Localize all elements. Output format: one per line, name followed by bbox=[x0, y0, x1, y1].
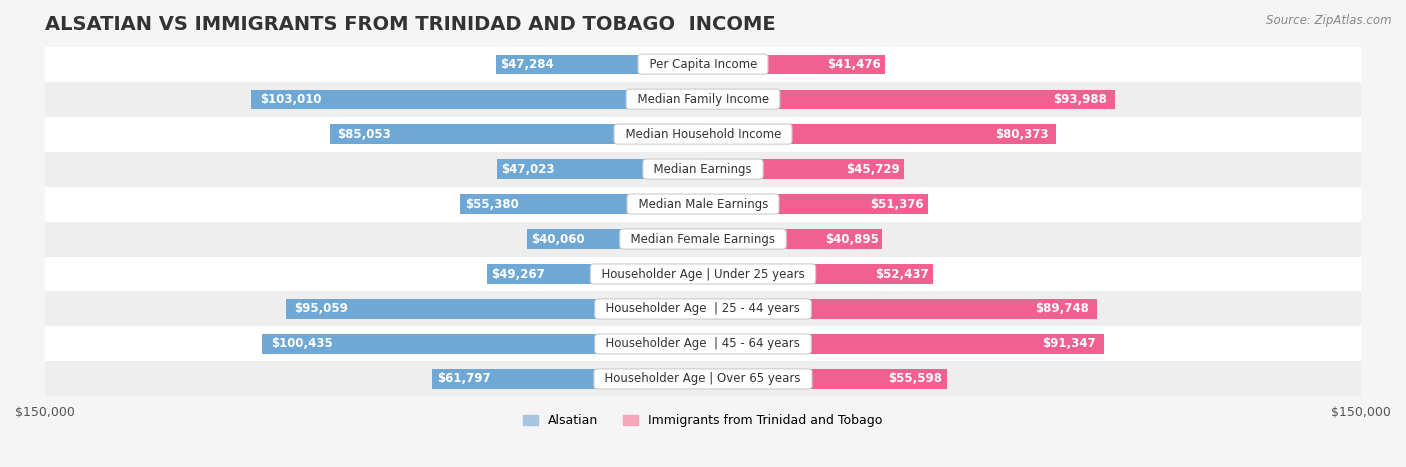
Bar bbox=[703, 334, 1104, 354]
Text: $55,380: $55,380 bbox=[465, 198, 519, 211]
Bar bbox=[527, 229, 703, 248]
Legend: Alsatian, Immigrants from Trinidad and Tobago: Alsatian, Immigrants from Trinidad and T… bbox=[519, 409, 887, 432]
Bar bbox=[703, 369, 946, 389]
Bar bbox=[703, 125, 1056, 144]
Text: $100,435: $100,435 bbox=[271, 338, 333, 350]
Text: Householder Age  | 45 - 64 years: Householder Age | 45 - 64 years bbox=[599, 338, 807, 350]
Bar bbox=[45, 152, 1361, 187]
Text: Householder Age | Over 65 years: Householder Age | Over 65 years bbox=[598, 372, 808, 385]
Bar bbox=[45, 47, 1361, 82]
Text: $103,010: $103,010 bbox=[260, 92, 322, 106]
Text: $95,059: $95,059 bbox=[294, 303, 349, 316]
Bar bbox=[703, 194, 928, 214]
Text: Median Male Earnings: Median Male Earnings bbox=[630, 198, 776, 211]
Bar bbox=[45, 117, 1361, 152]
Bar bbox=[495, 55, 703, 74]
Text: Householder Age | Under 25 years: Householder Age | Under 25 years bbox=[593, 268, 813, 281]
Bar bbox=[460, 194, 703, 214]
Bar bbox=[263, 334, 703, 354]
Text: $47,023: $47,023 bbox=[501, 163, 554, 176]
Bar bbox=[252, 90, 703, 109]
Bar bbox=[45, 326, 1361, 361]
Text: Median Earnings: Median Earnings bbox=[647, 163, 759, 176]
Text: $40,895: $40,895 bbox=[825, 233, 879, 246]
Text: Householder Age  | 25 - 44 years: Householder Age | 25 - 44 years bbox=[599, 303, 807, 316]
Bar bbox=[703, 90, 1115, 109]
Bar bbox=[703, 229, 883, 248]
Bar bbox=[703, 264, 934, 283]
Text: $47,284: $47,284 bbox=[499, 57, 554, 71]
Text: $40,060: $40,060 bbox=[531, 233, 585, 246]
Bar bbox=[45, 221, 1361, 256]
Bar bbox=[703, 159, 904, 179]
Text: ALSATIAN VS IMMIGRANTS FROM TRINIDAD AND TOBAGO  INCOME: ALSATIAN VS IMMIGRANTS FROM TRINIDAD AND… bbox=[45, 15, 776, 34]
Bar bbox=[330, 125, 703, 144]
Text: $52,437: $52,437 bbox=[875, 268, 928, 281]
Text: $41,476: $41,476 bbox=[828, 57, 882, 71]
Text: $93,988: $93,988 bbox=[1053, 92, 1107, 106]
Bar bbox=[432, 369, 703, 389]
Text: Median Family Income: Median Family Income bbox=[630, 92, 776, 106]
Bar bbox=[45, 256, 1361, 291]
Text: Source: ZipAtlas.com: Source: ZipAtlas.com bbox=[1267, 14, 1392, 27]
Bar bbox=[45, 187, 1361, 221]
Bar bbox=[703, 299, 1097, 318]
Bar bbox=[486, 264, 703, 283]
Text: $85,053: $85,053 bbox=[337, 127, 391, 141]
Text: $55,598: $55,598 bbox=[889, 372, 942, 385]
Bar bbox=[285, 299, 703, 318]
Text: Median Household Income: Median Household Income bbox=[617, 127, 789, 141]
Text: Per Capita Income: Per Capita Income bbox=[641, 57, 765, 71]
Text: $89,748: $89,748 bbox=[1035, 303, 1088, 316]
Bar bbox=[45, 82, 1361, 117]
Bar bbox=[703, 55, 884, 74]
Bar bbox=[45, 361, 1361, 396]
Text: $49,267: $49,267 bbox=[491, 268, 546, 281]
Text: $51,376: $51,376 bbox=[870, 198, 924, 211]
Bar bbox=[45, 291, 1361, 326]
Text: $61,797: $61,797 bbox=[437, 372, 491, 385]
Text: $45,729: $45,729 bbox=[846, 163, 900, 176]
Bar bbox=[496, 159, 703, 179]
Text: $91,347: $91,347 bbox=[1042, 338, 1095, 350]
Text: $80,373: $80,373 bbox=[995, 127, 1049, 141]
Text: Median Female Earnings: Median Female Earnings bbox=[623, 233, 783, 246]
